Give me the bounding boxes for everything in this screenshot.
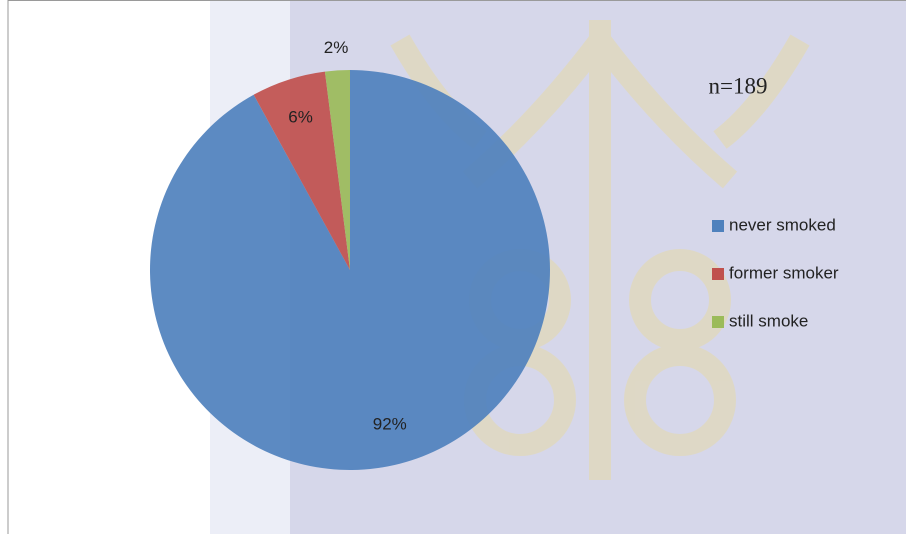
data-label: 6% — [288, 107, 313, 126]
legend-swatch — [712, 268, 724, 280]
legend-swatch — [712, 316, 724, 328]
legend-label: still smoke — [729, 311, 808, 330]
legend-label: never smoked — [729, 215, 836, 234]
data-label: 2% — [324, 38, 349, 57]
legend-swatch — [712, 220, 724, 232]
annotation: n=189 — [709, 73, 768, 98]
pie-slice — [324, 70, 350, 270]
legend-label: former smoker — [729, 263, 839, 282]
pie-slice — [253, 71, 350, 270]
data-label: 92% — [373, 414, 407, 433]
pie — [149, 70, 550, 470]
